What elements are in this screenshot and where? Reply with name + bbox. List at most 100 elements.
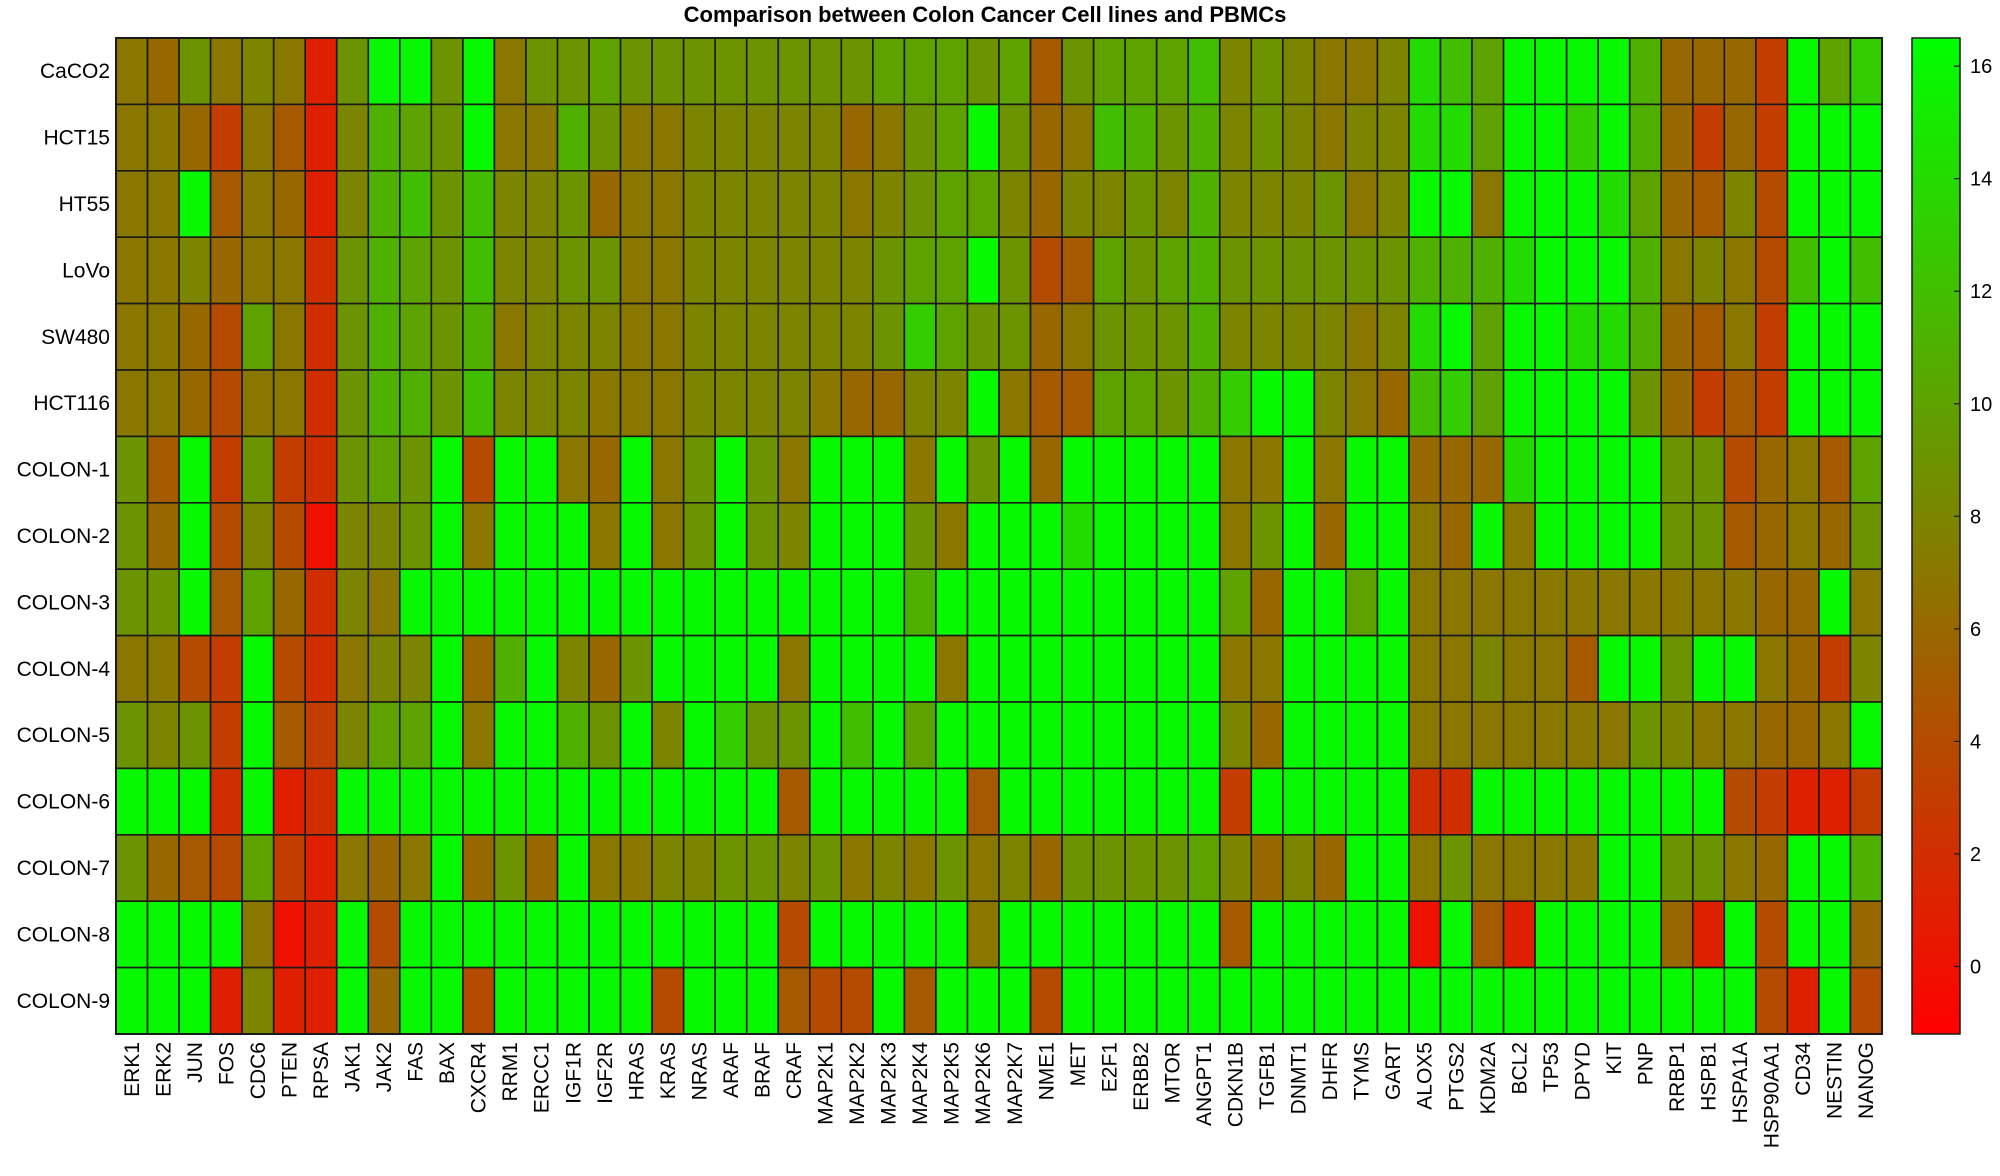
heatmap-cell	[1218, 767, 1253, 836]
heatmap-cell	[1723, 966, 1757, 1035]
heatmap-cell	[1534, 103, 1568, 172]
heatmap-cell	[1029, 767, 1063, 836]
heatmap-cell	[146, 103, 180, 172]
heatmap-cell	[1124, 170, 1158, 239]
heatmap-cell	[209, 369, 243, 438]
heatmap-cell	[682, 435, 716, 504]
heatmap-cell	[1376, 435, 1410, 504]
heatmap-cell	[1818, 369, 1852, 438]
heatmap-cell	[1061, 568, 1095, 637]
heatmap-cell	[1155, 701, 1190, 770]
heatmap-cell	[1282, 900, 1316, 969]
heatmap-cell	[1376, 966, 1410, 1035]
heatmap-cell	[998, 103, 1032, 172]
heatmap-cell	[335, 966, 370, 1035]
heatmap-cell	[1187, 833, 1221, 902]
heatmap-cell	[1565, 701, 1599, 770]
heatmap-cell	[966, 701, 1000, 770]
heatmap-cell	[1786, 900, 1820, 969]
heatmap-cell	[1124, 833, 1158, 902]
heatmap-cell	[209, 302, 243, 371]
heatmap-cell	[1755, 103, 1789, 172]
heatmap-cell	[619, 634, 653, 703]
heatmap-cell	[588, 900, 622, 969]
heatmap-cell	[493, 302, 527, 371]
heatmap-cell	[1029, 900, 1063, 969]
heatmap-cell	[682, 634, 716, 703]
colorbar-tick-label: 10	[1970, 394, 1992, 416]
heatmap-cell	[178, 103, 212, 172]
heatmap-cell	[304, 37, 338, 106]
heatmap-cell	[1250, 701, 1284, 770]
column-label: MAP2K7	[1004, 1042, 1027, 1125]
heatmap-cell	[1092, 634, 1126, 703]
heatmap-cell	[241, 369, 275, 438]
heatmap-cell	[115, 236, 149, 305]
heatmap-cell	[777, 568, 811, 637]
heatmap-cell	[903, 833, 937, 902]
heatmap-cell	[714, 236, 748, 305]
heatmap-cell	[1628, 966, 1663, 1035]
heatmap-cell	[1092, 701, 1126, 770]
heatmap-cell	[682, 701, 716, 770]
heatmap-cell	[777, 701, 811, 770]
heatmap-cell	[1439, 170, 1473, 239]
heatmap-cell	[178, 369, 212, 438]
heatmap-cell	[588, 170, 622, 239]
heatmap-cell	[1786, 568, 1820, 637]
heatmap-cell	[1282, 767, 1316, 836]
heatmap-cell	[335, 833, 370, 902]
heatmap-cell	[840, 302, 874, 371]
heatmap-cell	[1313, 435, 1347, 504]
heatmap-cell	[1628, 833, 1663, 902]
heatmap-cell	[1124, 103, 1158, 172]
heatmap-cell	[1092, 501, 1126, 570]
column-label: NME1	[1035, 1042, 1058, 1100]
heatmap-cell	[966, 435, 1000, 504]
heatmap-cell	[903, 900, 937, 969]
heatmap-cell	[1376, 767, 1410, 836]
heatmap-cell	[998, 435, 1032, 504]
heatmap-cell	[1282, 435, 1316, 504]
heatmap-cell	[1155, 170, 1190, 239]
colorbar-tick-label: 14	[1970, 169, 1992, 191]
column-label: RRBP1	[1666, 1042, 1689, 1112]
heatmap-cell	[1187, 634, 1221, 703]
heatmap-cell	[1313, 103, 1347, 172]
heatmap-cell	[1218, 236, 1253, 305]
heatmap-cell	[935, 900, 969, 969]
heatmap-cell	[335, 236, 370, 305]
heatmap-cell	[714, 833, 748, 902]
heatmap-cell	[1376, 236, 1410, 305]
heatmap-cell	[241, 103, 275, 172]
heatmap-cell	[1218, 170, 1253, 239]
heatmap-cell	[1565, 236, 1599, 305]
heatmap-cell	[651, 701, 685, 770]
heatmap-cell	[272, 302, 307, 371]
heatmap-cell	[808, 568, 843, 637]
heatmap-cell	[619, 37, 653, 106]
heatmap-cell	[1660, 767, 1694, 836]
heatmap-cell	[209, 236, 243, 305]
heatmap-cell	[1786, 833, 1820, 902]
heatmap-cell	[525, 900, 559, 969]
heatmap-cell	[1092, 833, 1126, 902]
column-label: MTOR	[1161, 1042, 1184, 1103]
heatmap-cell	[241, 634, 275, 703]
heatmap-cell	[1597, 701, 1631, 770]
heatmap-cell	[241, 236, 275, 305]
chart-title: Comparison between Colon Cancer Cell lin…	[684, 2, 1287, 27]
heatmap-cell	[430, 900, 464, 969]
heatmap-cell	[745, 236, 780, 305]
heatmap-cell	[1155, 833, 1190, 902]
heatmap-cell	[430, 568, 464, 637]
heatmap-cell	[1029, 568, 1063, 637]
heatmap-cell	[1565, 833, 1599, 902]
heatmap-cell	[935, 302, 969, 371]
heatmap-cell	[682, 302, 716, 371]
heatmap-cell	[903, 103, 937, 172]
heatmap-cell	[998, 634, 1032, 703]
column-label: MET	[1067, 1042, 1090, 1087]
heatmap-cell	[1723, 435, 1757, 504]
heatmap-cell	[399, 501, 433, 570]
